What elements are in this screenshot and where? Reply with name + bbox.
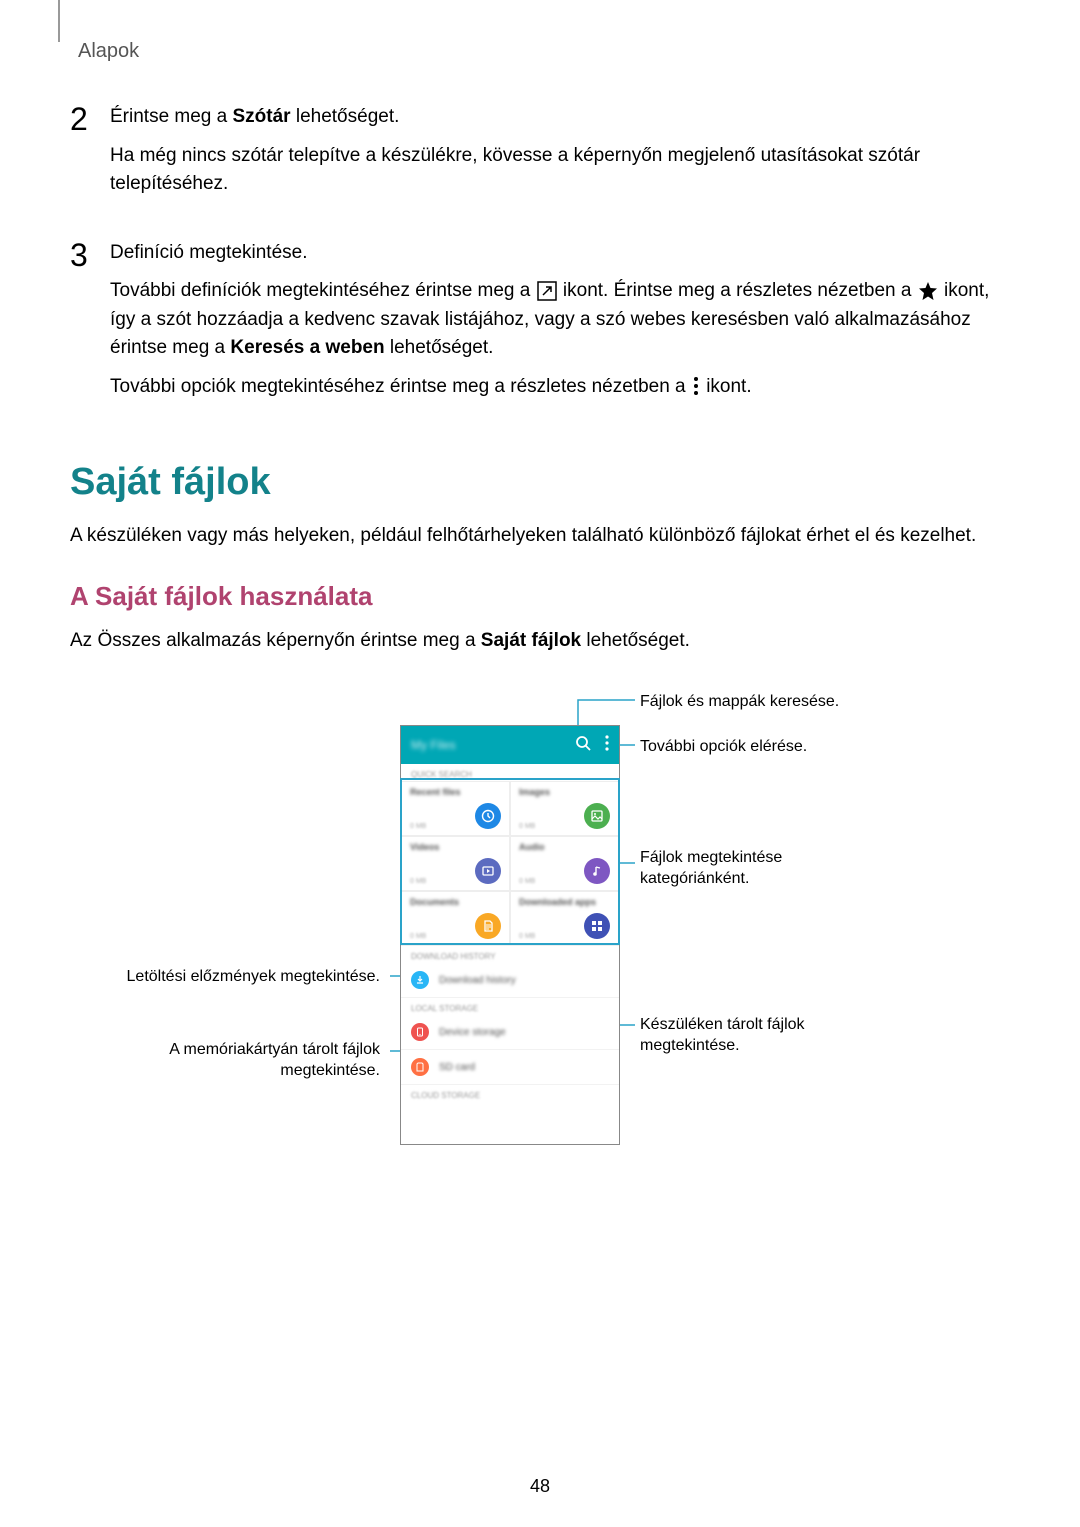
text: Érintse meg a: [110, 106, 233, 127]
text: További definíciók megtekintéséhez érint…: [110, 280, 536, 301]
step3-line1: Definíció megtekintése.: [110, 239, 1010, 268]
text: Az Összes alkalmazás képernyőn érintse m…: [70, 630, 481, 651]
step-number: 2: [70, 103, 110, 209]
side-rule: [58, 0, 60, 42]
clock-icon: [475, 803, 501, 829]
cell-audio[interactable]: Audio 0 MB: [510, 836, 619, 891]
section-title-myfiles: Saját fájlok: [70, 461, 1010, 504]
subsection-text: Az Összes alkalmazás képernyőn érintse m…: [70, 627, 1010, 656]
myfiles-intro: A készüléken vagy más helyeken, például …: [70, 522, 1010, 551]
step-2: 2 Érintse meg a Szótár lehetőséget. Ha m…: [70, 103, 1010, 209]
document-icon: [475, 913, 501, 939]
apps-icon: [584, 913, 610, 939]
text: További opciók megtekintéséhez érintse m…: [110, 376, 691, 397]
phone-topbar: My Files: [401, 726, 619, 764]
callout-search: Fájlok és mappák keresése.: [640, 692, 839, 713]
page-header: Alapok: [70, 40, 1010, 63]
section-download: DOWNLOAD HISTORY: [401, 946, 619, 963]
video-icon: [475, 858, 501, 884]
app-title: My Files: [411, 738, 456, 752]
step3-para3: További opciók megtekintéséhez érintse m…: [110, 373, 1010, 402]
callout-categories: Fájlok megtekintése kategóriánként.: [640, 848, 840, 890]
step3-para2: További definíciók megtekintéséhez érint…: [110, 277, 1010, 363]
myfiles-diagram: My Files QUICK SEARCH Recent files 0 MB: [100, 685, 980, 1205]
music-icon: [584, 858, 610, 884]
section-quick: QUICK SEARCH: [401, 764, 619, 781]
text: lehetőséget.: [581, 630, 690, 651]
cell-recent[interactable]: Recent files 0 MB: [401, 781, 510, 836]
more-vertical-icon[interactable]: [605, 735, 609, 756]
text-bold: Szótár: [233, 106, 291, 127]
text: lehetőséget.: [291, 106, 400, 127]
phone-mock: My Files QUICK SEARCH Recent files 0 MB: [400, 725, 620, 1145]
page-number: 48: [530, 1476, 550, 1497]
cell-title: Recent files: [410, 787, 501, 797]
section-local: LOCAL STORAGE: [401, 998, 619, 1015]
callout-device: Készüléken tárolt fájlok megtekintése.: [640, 1015, 860, 1057]
cell-title: Images: [519, 787, 610, 797]
image-icon: [584, 803, 610, 829]
category-grid: Recent files 0 MB Images 0 MB Videos 0 M…: [401, 781, 619, 946]
callout-sd: A memóriakártyán tárolt fájlok megtekint…: [128, 1040, 380, 1082]
cell-title: Documents: [410, 897, 501, 907]
cell-documents[interactable]: Documents 0 MB: [401, 891, 510, 946]
callout-more: További opciók elérése.: [640, 737, 807, 758]
cell-title: Videos: [410, 842, 501, 852]
callout-dlhist: Letöltési előzmények megtekintése.: [110, 967, 380, 988]
cell-images[interactable]: Images 0 MB: [510, 781, 619, 836]
download-icon: [411, 971, 429, 989]
text-bold: Keresés a weben: [230, 337, 384, 358]
row-download-history[interactable]: Download history: [401, 963, 619, 998]
row-label: Device storage: [439, 1027, 506, 1038]
expand-icon: [536, 280, 558, 302]
sdcard-icon: [411, 1058, 429, 1076]
row-device-storage[interactable]: Device storage: [401, 1015, 619, 1050]
cell-videos[interactable]: Videos 0 MB: [401, 836, 510, 891]
star-icon: [917, 280, 939, 302]
more-vertical-icon: [691, 375, 701, 397]
step-number: 3: [70, 239, 110, 412]
row-label: SD card: [439, 1062, 475, 1073]
cell-title: Downloaded apps: [519, 897, 610, 907]
text-bold: Saját fájlok: [481, 630, 581, 651]
step2-line1: Érintse meg a Szótár lehetőséget.: [110, 103, 1010, 132]
text: lehetőséget.: [385, 337, 494, 358]
step2-line2: Ha még nincs szótár telepítve a készülék…: [110, 142, 1010, 199]
section-cloud: CLOUD STORAGE: [401, 1085, 619, 1102]
cell-title: Audio: [519, 842, 610, 852]
step-3: 3 Definíció megtekintése. További definí…: [70, 239, 1010, 412]
text: ikont.: [706, 376, 751, 397]
search-icon[interactable]: [575, 735, 591, 756]
text: ikont. Érintse meg a részletes nézetben …: [563, 280, 917, 301]
subsection-title: A Saját fájlok használata: [70, 581, 1010, 612]
cell-downloaded[interactable]: Downloaded apps 0 MB: [510, 891, 619, 946]
row-label: Download history: [439, 975, 516, 986]
row-sd-card[interactable]: SD card: [401, 1050, 619, 1085]
phone-icon: [411, 1023, 429, 1041]
